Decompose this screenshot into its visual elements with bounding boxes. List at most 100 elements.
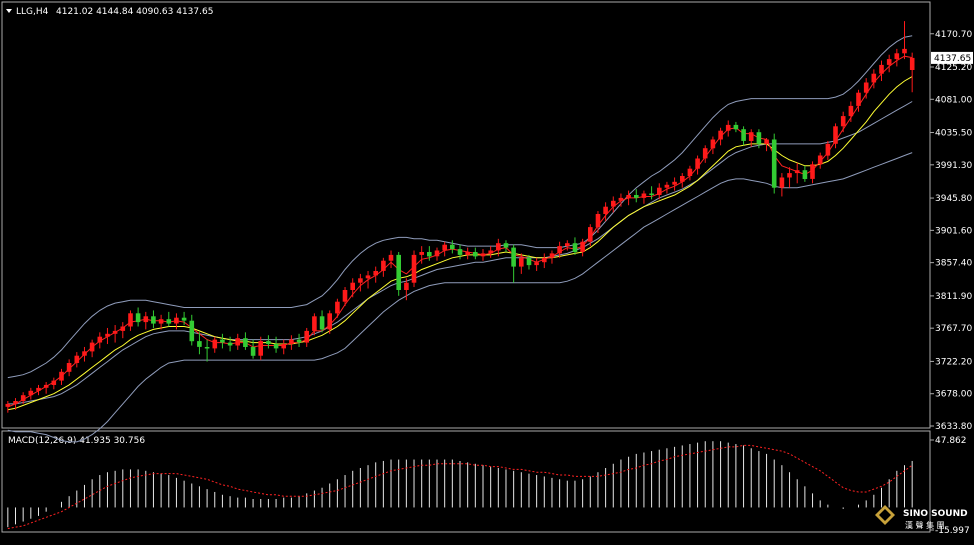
candle-body bbox=[350, 282, 355, 290]
candle-body bbox=[457, 249, 463, 255]
candle-body bbox=[197, 341, 202, 347]
candle-body bbox=[5, 403, 11, 407]
candle-body bbox=[856, 92, 861, 106]
current-price-label: 4137.65 bbox=[934, 54, 971, 64]
candle-body bbox=[365, 275, 371, 279]
candle-body bbox=[603, 206, 608, 214]
candle-body bbox=[120, 326, 126, 331]
candle-body bbox=[151, 316, 156, 324]
candle-body bbox=[66, 363, 72, 372]
candle-body bbox=[381, 260, 386, 271]
candle-body bbox=[465, 252, 470, 255]
candle-body bbox=[105, 333, 110, 337]
candle-body bbox=[20, 395, 26, 401]
candle-body bbox=[266, 341, 271, 344]
candle-body bbox=[166, 319, 172, 324]
price-axis-label: 3901.60 bbox=[935, 226, 972, 236]
candle-body bbox=[388, 254, 394, 261]
current-price-marker: 4137.65 bbox=[931, 51, 973, 64]
candle-body bbox=[664, 184, 670, 188]
candle-body bbox=[741, 129, 746, 141]
candle-body bbox=[710, 139, 716, 149]
candle-body bbox=[289, 339, 294, 344]
candle-body bbox=[220, 339, 225, 343]
candle-body bbox=[434, 250, 440, 257]
candle-body bbox=[588, 227, 593, 242]
logo-brand: SINO SOUND bbox=[903, 509, 968, 519]
candle-body bbox=[565, 243, 570, 247]
candle-body bbox=[672, 181, 677, 185]
candle-body bbox=[595, 214, 601, 228]
macd-axis-label: -15.997 bbox=[935, 526, 970, 536]
logo-subtitle: 漢 聲 集 團 bbox=[905, 520, 945, 530]
candle-body bbox=[641, 193, 647, 198]
candle-body bbox=[74, 355, 80, 363]
price-axis-label: 4125.20 bbox=[935, 63, 972, 73]
symbol-header: LLG,H4 bbox=[16, 7, 49, 17]
current-price-box bbox=[931, 51, 973, 64]
candle-body bbox=[618, 197, 624, 201]
candle-body bbox=[281, 344, 286, 349]
candle-body bbox=[549, 253, 555, 258]
candle-body bbox=[833, 126, 838, 144]
candle-body bbox=[817, 155, 823, 165]
candle-body bbox=[863, 82, 869, 93]
price-axis-label: 4035.50 bbox=[935, 129, 972, 139]
candle-body bbox=[840, 116, 846, 127]
candle-body bbox=[779, 177, 785, 188]
candle-body bbox=[580, 241, 585, 252]
price-axis-label: 4170.70 bbox=[935, 30, 972, 40]
macd-header: MACD(12,26,9) 41.935 30.756 bbox=[8, 436, 145, 446]
candle-body bbox=[135, 313, 141, 323]
candle-body bbox=[657, 187, 662, 195]
price-axis-label: 3678.00 bbox=[935, 390, 972, 400]
candle-body bbox=[526, 257, 532, 266]
main-panel-frame bbox=[1, 1, 931, 429]
candle-body bbox=[748, 132, 754, 141]
candle-body bbox=[158, 319, 164, 324]
candle-body bbox=[174, 317, 179, 324]
candle-body bbox=[511, 247, 516, 267]
sino-sound-logo: SINO SOUND 漢 聲 集 團 bbox=[875, 505, 968, 530]
candle-body bbox=[534, 262, 539, 266]
candle-body bbox=[480, 253, 486, 257]
candle-body bbox=[396, 254, 401, 290]
price-axis-label: 3991.30 bbox=[935, 161, 972, 171]
candle-body bbox=[802, 170, 808, 179]
candle-body bbox=[419, 252, 424, 255]
candle-body bbox=[473, 252, 478, 257]
candle-body bbox=[235, 338, 240, 346]
candle-body bbox=[718, 130, 723, 140]
price-axis-label: 3811.90 bbox=[935, 292, 972, 302]
candle-body bbox=[902, 48, 907, 54]
candle-body bbox=[13, 401, 18, 404]
bollinger-middle-line bbox=[7, 101, 913, 405]
price-axis: 4170.70 4125.20 4081.00 4035.50 3991.30 3945.… bbox=[930, 30, 972, 432]
macd-indicator: 47.862 -15.997 bbox=[7, 436, 970, 536]
dropdown-triangle-icon[interactable] bbox=[6, 9, 12, 13]
macd-panel-frame bbox=[1, 430, 931, 533]
candle-body bbox=[848, 105, 854, 117]
candle-body bbox=[879, 64, 884, 74]
candle-body bbox=[327, 313, 332, 330]
candle-body bbox=[411, 254, 417, 283]
price-axis-label: 3945.80 bbox=[935, 194, 972, 204]
candle-body bbox=[304, 330, 309, 343]
candle-body bbox=[143, 316, 149, 323]
candle-body bbox=[227, 342, 233, 346]
candle-body bbox=[427, 252, 432, 257]
candle-body bbox=[36, 387, 41, 391]
candle-body bbox=[611, 200, 616, 207]
candle-body bbox=[82, 351, 87, 356]
macd-signal-line bbox=[7, 444, 913, 530]
candle-body bbox=[572, 243, 578, 252]
candle-body bbox=[342, 290, 348, 302]
candle-body bbox=[319, 316, 325, 330]
candle-body bbox=[894, 53, 900, 60]
candle-body bbox=[634, 195, 639, 198]
candle-body bbox=[28, 390, 34, 396]
candle-body bbox=[112, 330, 118, 334]
